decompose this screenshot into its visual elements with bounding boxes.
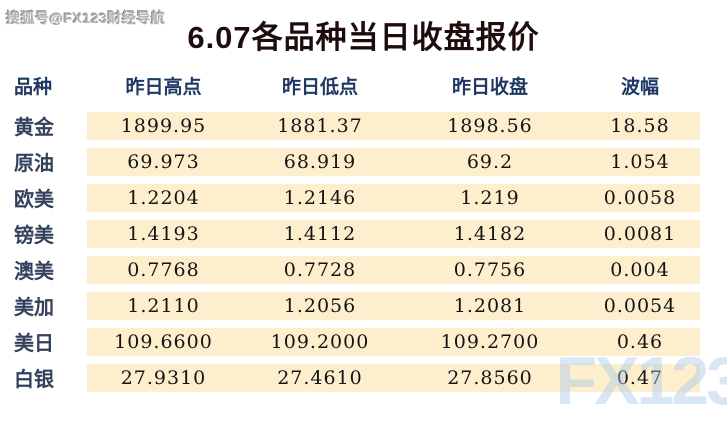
table-row: 黄金 1899.95 1881.37 1898.56 18.58 — [0, 111, 727, 140]
header-yesterday-close: 昨日收盘 — [451, 77, 528, 98]
low-value: 68.919 — [240, 147, 400, 176]
instrument-label: 原油 — [14, 153, 54, 175]
table-row: 澳美 0.7768 0.7728 0.7756 0.004 — [0, 255, 727, 284]
high-value: 27.9310 — [87, 363, 240, 392]
high-value: 69.973 — [87, 147, 240, 176]
low-value: 27.4610 — [240, 363, 400, 392]
header-range: 波幅 — [620, 77, 659, 98]
high-value: 1.4193 — [87, 219, 240, 248]
instrument-label: 白银 — [14, 369, 54, 391]
range-value: 1.054 — [580, 147, 700, 176]
close-value: 1.2081 — [400, 291, 580, 320]
header-yesterday-low: 昨日低点 — [281, 77, 358, 98]
low-value: 1.2146 — [240, 183, 400, 212]
header-yesterday-high: 昨日高点 — [125, 77, 202, 98]
range-value: 0.0081 — [580, 219, 700, 248]
instrument-label: 澳美 — [14, 261, 54, 283]
page-title: 6.07各品种当日收盘报价 — [187, 20, 540, 55]
range-value: 0.0054 — [580, 291, 700, 320]
close-value: 69.2 — [400, 147, 580, 176]
low-value: 0.7728 — [240, 255, 400, 284]
close-value: 1.219 — [400, 183, 580, 212]
source-watermark: 搜狐号@FX123财经导航 — [6, 10, 166, 26]
close-value: 1898.56 — [400, 111, 580, 140]
high-value: 1.2204 — [87, 183, 240, 212]
range-value: 18.58 — [580, 111, 700, 140]
close-value: 1.4182 — [400, 219, 580, 248]
table-row: 欧美 1.2204 1.2146 1.219 0.0058 — [0, 183, 727, 212]
low-value: 1881.37 — [240, 111, 400, 140]
range-value: 0.47 — [580, 363, 700, 392]
quotes-table: 品种 昨日高点 昨日低点 昨日收盘 波幅 黄金 1899.95 1881.37 … — [0, 72, 727, 399]
range-value: 0.46 — [580, 327, 700, 356]
low-value: 1.4112 — [240, 219, 400, 248]
table-row: 镑美 1.4193 1.4112 1.4182 0.0081 — [0, 219, 727, 248]
low-value: 109.2000 — [240, 327, 400, 356]
instrument-label: 欧美 — [14, 189, 54, 211]
close-value: 27.8560 — [400, 363, 580, 392]
table-row: 美加 1.2110 1.2056 1.2081 0.0054 — [0, 291, 727, 320]
range-value: 0.004 — [580, 255, 700, 284]
close-value: 109.2700 — [400, 327, 580, 356]
instrument-label: 美加 — [14, 297, 54, 319]
high-value: 109.6600 — [87, 327, 240, 356]
high-value: 1899.95 — [87, 111, 240, 140]
table-row: 美日 109.6600 109.2000 109.2700 0.46 — [0, 327, 727, 356]
range-value: 0.0058 — [580, 183, 700, 212]
table-row: 原油 69.973 68.919 69.2 1.054 — [0, 147, 727, 176]
instrument-label: 黄金 — [14, 117, 54, 139]
high-value: 1.2110 — [87, 291, 240, 320]
instrument-label: 镑美 — [14, 225, 54, 247]
table-row: 白银 27.9310 27.4610 27.8560 0.47 — [0, 363, 727, 392]
instrument-label: 美日 — [14, 333, 54, 355]
table-header-row: 品种 昨日高点 昨日低点 昨日收盘 波幅 — [0, 72, 727, 98]
low-value: 1.2056 — [240, 291, 400, 320]
close-value: 0.7756 — [400, 255, 580, 284]
high-value: 0.7768 — [87, 255, 240, 284]
header-instrument: 品种 — [14, 77, 53, 98]
